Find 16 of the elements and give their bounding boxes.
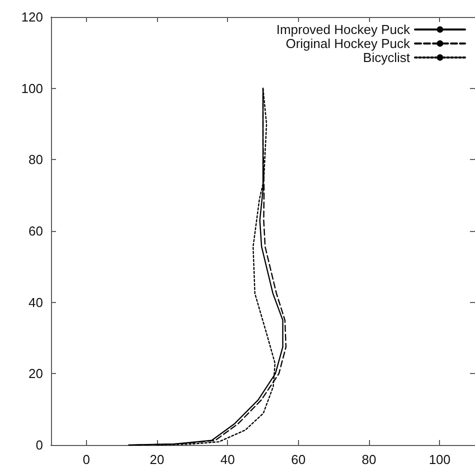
x-tick-label: 60 [291,452,306,467]
x-tick-label: 100 [428,452,451,467]
y-tick-label: 20 [28,366,43,382]
y-tick-label: 80 [28,152,43,168]
y-tick-label: 40 [28,294,43,310]
y-tick-label: 60 [28,224,43,238]
legend-label: Original Hockey Puck [286,36,410,51]
y-tick-label: 100 [21,80,43,96]
x-tick-label: 40 [220,452,235,467]
x-tick-label: 0 [82,452,90,467]
y-tick-label: 0 [36,438,43,452]
y-tick-label: 120 [21,10,43,24]
x-tick-label: 80 [362,452,376,467]
legend-label: Bicyclist [363,50,410,65]
legend-label: Improved Hockey Puck [276,22,410,37]
x-tick-label: 20 [150,452,164,467]
